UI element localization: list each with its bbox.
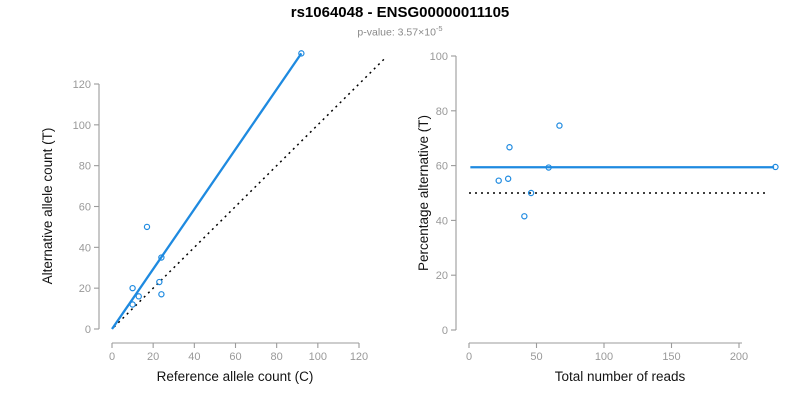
identity-line [113,56,387,328]
x-tick-label: 120 [350,351,368,363]
percentage-reads-panel: 0 50 100 150 200 0 20 40 60 80 100 Total number of … [416,51,779,384]
data-point [504,175,512,182]
x-axis-label: Reference allele count (C) [157,369,314,384]
y-tick-label: 20 [436,270,448,282]
x-tick-label: 100 [595,351,613,363]
p-value-exponent: -5 [435,24,443,33]
x-tick-label: 150 [662,351,680,363]
y-tick-label: 80 [79,161,91,173]
x-tick-label: 40 [188,351,200,363]
x-tick-label: 60 [229,351,241,363]
data-point [521,213,528,220]
x-tick-label: 0 [466,351,472,363]
y-tick-label: 0 [85,324,91,336]
data-point [545,164,552,171]
data-point [298,50,305,57]
data-point [772,163,779,171]
y-tick-label: 60 [79,202,91,214]
y-tick-label: 40 [79,242,91,254]
data-point [158,291,165,298]
data-point [129,284,136,292]
data-point [506,144,513,151]
y-tick-label: 60 [436,161,448,173]
data-point [495,177,502,184]
plot-subtitle: p-value: 3.57×10-5 [0,24,800,39]
data-point [158,254,165,261]
plot-title: rs1064048 - ENSG00000011105 [290,4,510,21]
x-tick-label: 0 [109,351,115,363]
data-point [135,293,142,300]
y-tick-label: 100 [430,51,448,63]
y-tick-label: 40 [436,215,448,227]
fit-line [111,52,303,330]
x-tick-label: 100 [309,351,327,363]
data-point [156,278,163,286]
x-tick-label: 80 [271,351,283,363]
p-value-text: p-value: 3.57×10 [357,26,436,39]
y-axis-label: Alternative allele count (T) [40,128,55,285]
x-axis-label: Total number of reads [555,369,686,384]
y-tick-label: 0 [442,325,448,337]
x-tick-label: 200 [730,351,748,363]
data-point [129,301,136,308]
data-point [143,223,151,231]
y-tick-label: 100 [73,120,91,132]
y-axis-label: Percentage alternative (T) [416,115,431,271]
y-tick-label: 80 [436,106,448,118]
allele-counts-panel: 0 20 40 60 80 100 120 0 20 40 60 80 100 120 Reference … [40,50,387,384]
x-tick-label: 20 [147,351,159,363]
y-tick-label: 20 [79,283,91,295]
x-tick-label: 50 [530,351,542,363]
data-point [527,189,535,197]
y-tick-label: 120 [73,79,91,91]
data-point [556,122,563,129]
